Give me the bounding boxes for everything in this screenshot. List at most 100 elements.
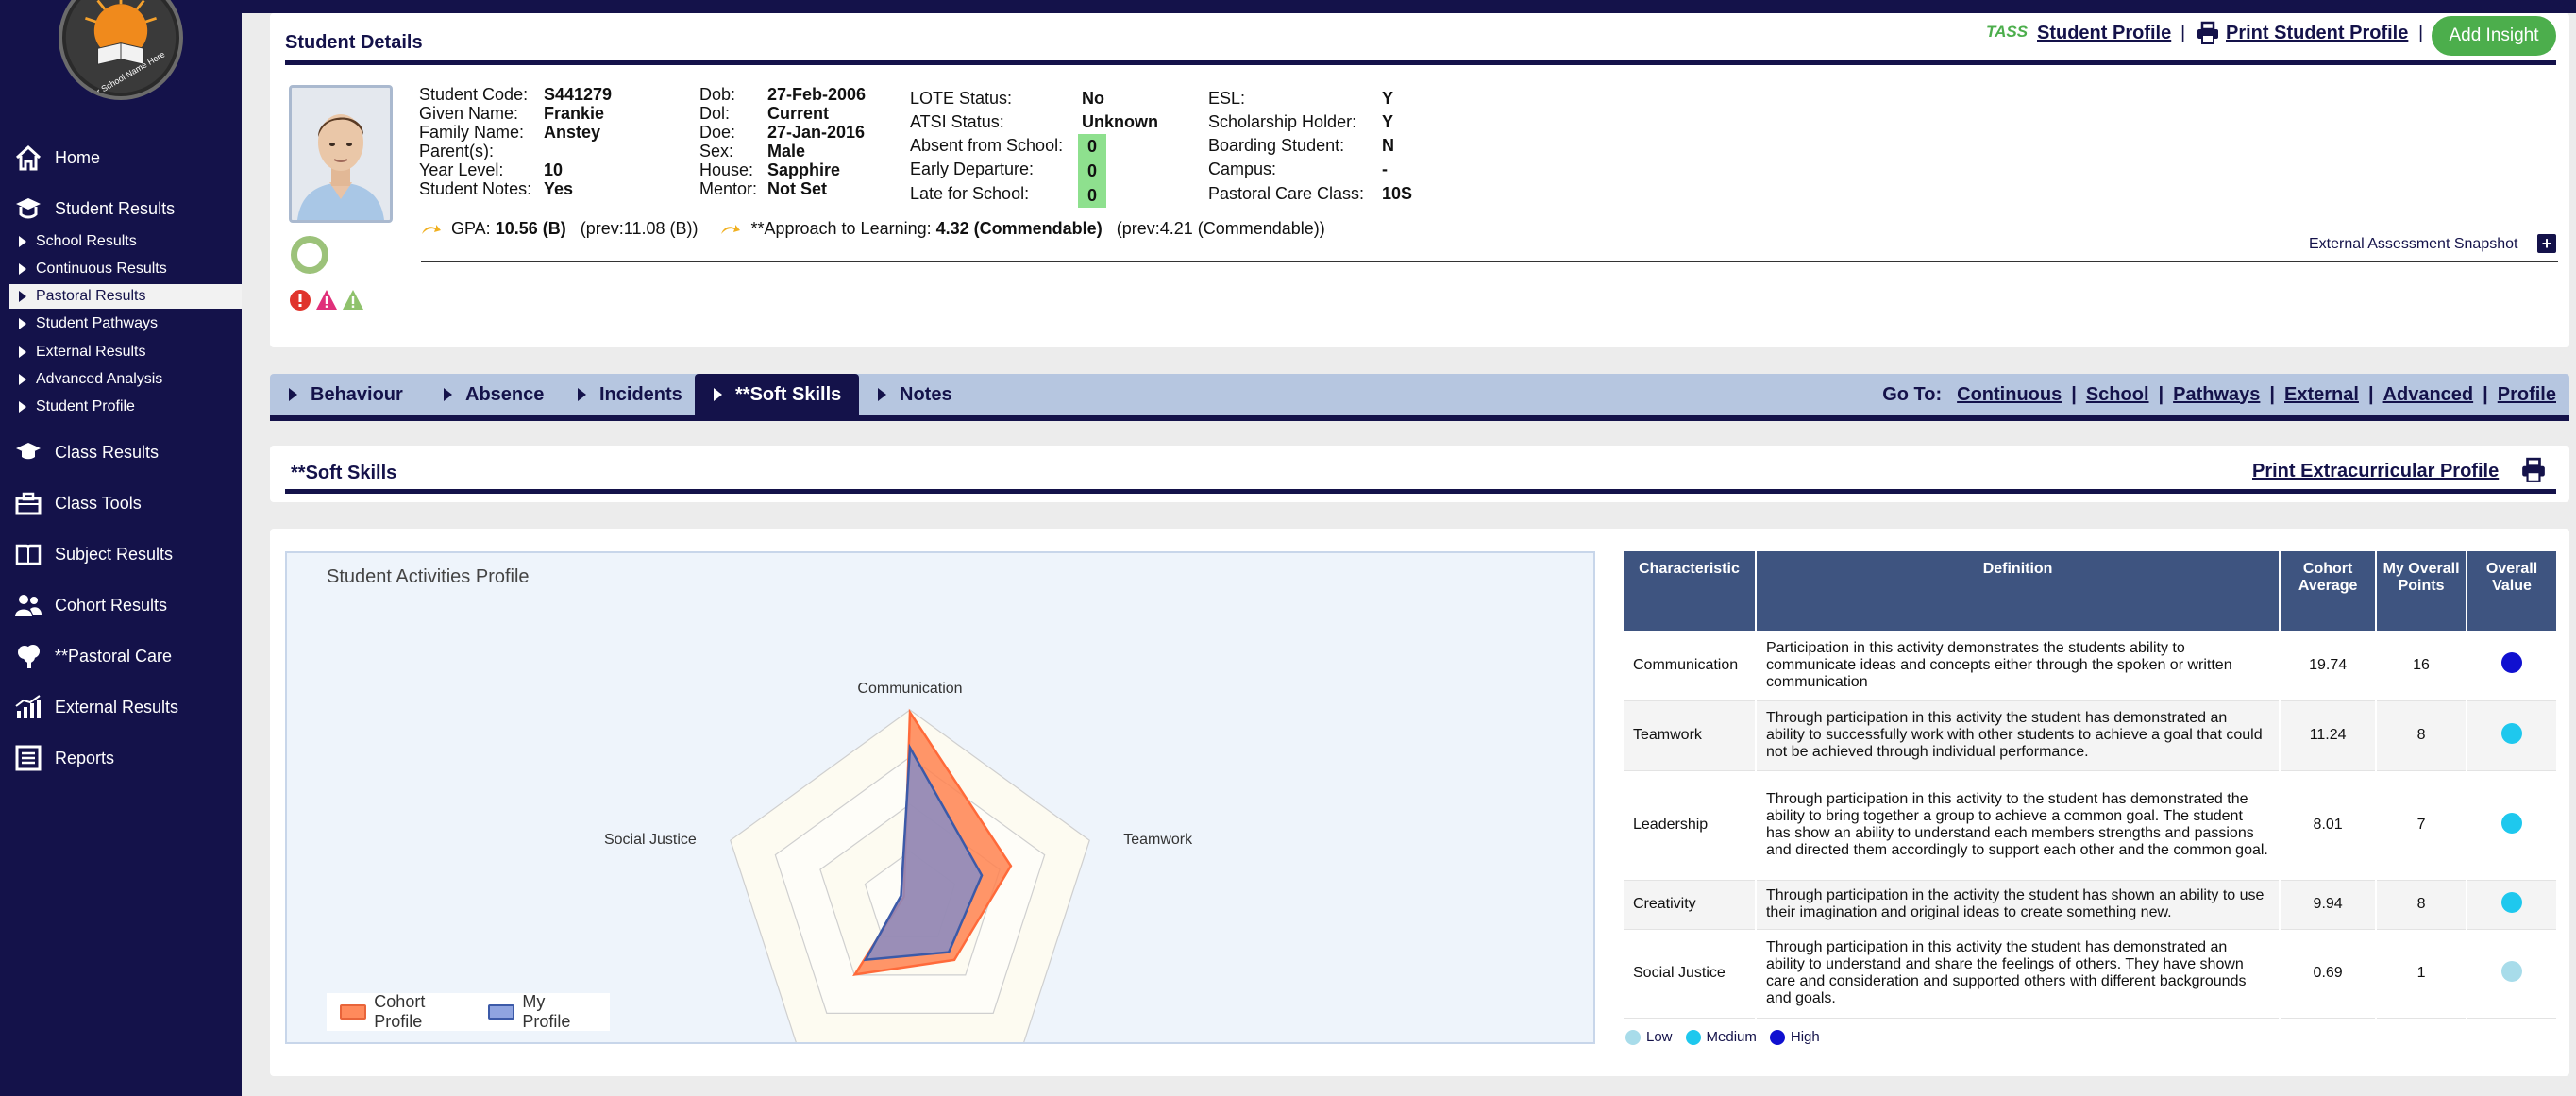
print-extracurricular-profile-link[interactable]: Print Extracurricular Profile bbox=[2252, 461, 2500, 481]
school-logo[interactable]: Your School Name Here bbox=[59, 0, 183, 100]
legend-item-my-profile[interactable]: My Profile bbox=[488, 992, 593, 1032]
value-dot-icon bbox=[2501, 722, 2523, 744]
printer-icon[interactable] bbox=[2520, 457, 2547, 488]
student-details-panel: Student Details TASS Student Profile | P… bbox=[270, 13, 2569, 347]
table-row: Teamwork Through participation in this ac… bbox=[1624, 700, 2558, 771]
field-value: 27-Feb-2006 bbox=[767, 85, 867, 104]
field-value: 10S bbox=[1382, 184, 1413, 203]
field-label: Family Name: bbox=[419, 123, 525, 142]
nav-reports[interactable]: Reports bbox=[13, 744, 114, 772]
cell-my-points: 16 bbox=[2376, 631, 2468, 701]
subnav-label: Continuous Results bbox=[36, 261, 167, 277]
field-value: Frankie bbox=[544, 104, 605, 123]
student-profile-link[interactable]: Student Profile bbox=[2037, 23, 2172, 43]
triangle-right-icon bbox=[19, 263, 26, 275]
radar-axis-label: Teamwork bbox=[1123, 832, 1193, 848]
subnav-label: Pastoral Results bbox=[36, 288, 146, 304]
cell-definition: Participation in this activity demonstra… bbox=[1755, 631, 2281, 701]
triangle-right-icon bbox=[19, 346, 26, 358]
nav-reports-label: Reports bbox=[55, 748, 115, 767]
th-characteristic: Characteristic bbox=[1624, 551, 1757, 631]
tab-soft-skills[interactable]: **Soft Skills bbox=[695, 374, 859, 415]
nav-subject-results[interactable]: Subject Results bbox=[13, 540, 173, 568]
table-row: Leadership Through participation in this … bbox=[1624, 770, 2558, 881]
goto-continuous-link[interactable]: Continuous bbox=[1957, 383, 2062, 405]
tab-behaviour[interactable]: Behaviour bbox=[270, 374, 420, 415]
nav-home[interactable]: Home bbox=[13, 143, 100, 172]
print-student-profile-link[interactable]: Print Student Profile bbox=[2226, 23, 2409, 43]
tab-incidents[interactable]: Incidents bbox=[559, 374, 699, 415]
soft-skills-title: **Soft Skills bbox=[291, 463, 397, 483]
tab-label: Behaviour bbox=[311, 383, 403, 405]
goto-pathways-link[interactable]: Pathways bbox=[2173, 383, 2261, 405]
subnav-pastoral-results[interactable]: Pastoral Results bbox=[9, 284, 242, 309]
radar-chart: CommunicationTeamworkLeadershipCreativit… bbox=[604, 681, 1193, 1042]
warning-pink-icon[interactable] bbox=[315, 289, 338, 316]
nav-external-results[interactable]: External Results bbox=[13, 693, 178, 721]
nav-class-tools-label: Class Tools bbox=[55, 493, 142, 513]
status-ring-icon[interactable] bbox=[291, 236, 328, 274]
field-label: LOTE Status: bbox=[910, 89, 1013, 108]
alert-circle-icon[interactable] bbox=[289, 289, 311, 316]
field-value: Current bbox=[767, 104, 830, 123]
early-departure-badge: 0 bbox=[1078, 159, 1106, 183]
cell-cohort-average: 19.74 bbox=[2280, 631, 2378, 701]
field-label: Mentor: bbox=[699, 179, 758, 198]
separator: | bbox=[2483, 383, 2488, 405]
nav-class-results-label: Class Results bbox=[55, 442, 160, 462]
gpa-line: GPA: 10.56 (B) (prev:11.08 (B)) **Approa… bbox=[421, 219, 1325, 239]
field-value: Male bbox=[767, 142, 806, 160]
top-bar bbox=[242, 0, 2576, 13]
field-value: N bbox=[1382, 136, 1394, 155]
report-icon bbox=[13, 744, 43, 772]
subnav-continuous-results[interactable]: Continuous Results bbox=[9, 257, 242, 281]
nav-pastoral-care[interactable]: **Pastoral Care bbox=[13, 642, 172, 670]
table-header-row: Characteristic Definition Cohort Average… bbox=[1624, 551, 2558, 631]
table-row: Social Justice Through participation in t… bbox=[1624, 929, 2558, 1019]
soft-skills-table: Characteristic Definition Cohort Average… bbox=[1624, 551, 2558, 1019]
add-insight-button[interactable]: Add Insight bbox=[2432, 16, 2556, 56]
tass-logo: TASS bbox=[1986, 23, 2029, 41]
soft-skills-header-panel: **Soft Skills Print Extracurricular Prof… bbox=[270, 446, 2569, 502]
expand-plus-icon[interactable]: + bbox=[2537, 234, 2556, 253]
goto-advanced-link[interactable]: Advanced bbox=[2382, 383, 2474, 405]
field-label: Dol: bbox=[699, 104, 731, 123]
external-assessment-snapshot-link[interactable]: External Assessment Snapshot bbox=[2309, 236, 2518, 252]
nav-class-tools[interactable]: Class Tools bbox=[13, 489, 142, 517]
th-my-overall-points: My Overall Points bbox=[2376, 551, 2468, 631]
warning-green-icon[interactable] bbox=[342, 289, 364, 316]
field-label: Year Level: bbox=[419, 160, 504, 179]
subnav-label: External Results bbox=[36, 344, 146, 360]
goto-external-link[interactable]: External bbox=[2284, 383, 2359, 405]
nav-cohort-results[interactable]: Cohort Results bbox=[13, 591, 167, 619]
cell-definition: Through participation in this activity t… bbox=[1755, 700, 2281, 771]
nav-student-results[interactable]: Student Results bbox=[13, 194, 175, 223]
graduation-cap-icon bbox=[13, 194, 43, 223]
title-rule bbox=[285, 489, 2556, 494]
field-label: Boarding Student: bbox=[1208, 136, 1345, 155]
tab-notes[interactable]: Notes bbox=[859, 374, 969, 415]
cell-cohort-average: 11.24 bbox=[2280, 700, 2378, 771]
subnav-student-profile[interactable]: Student Profile bbox=[9, 395, 242, 419]
subnav-label: Student Pathways bbox=[36, 315, 158, 331]
cell-overall-value bbox=[2467, 929, 2558, 1019]
field-value: 10 bbox=[544, 160, 564, 179]
low-dot-icon bbox=[1625, 1029, 1641, 1045]
subnav-student-pathways[interactable]: Student Pathways bbox=[9, 312, 242, 336]
subnav-external-results[interactable]: External Results bbox=[9, 340, 242, 364]
subnav-advanced-analysis[interactable]: Advanced Analysis bbox=[9, 367, 242, 392]
subnav-school-results[interactable]: School Results bbox=[9, 229, 242, 254]
triangle-right-icon bbox=[19, 318, 26, 329]
legend-label: High bbox=[1790, 1029, 1820, 1045]
legend-item-cohort[interactable]: Cohort Profile bbox=[340, 992, 471, 1032]
legend-label: My Profile bbox=[522, 992, 571, 1031]
student-details-title: Student Details bbox=[285, 32, 423, 53]
nav-class-results[interactable]: Class Results bbox=[13, 438, 159, 466]
printer-icon[interactable] bbox=[2196, 21, 2220, 50]
tab-absence[interactable]: Absence bbox=[425, 374, 561, 415]
goto-school-link[interactable]: School bbox=[2085, 383, 2149, 405]
goto-profile-link[interactable]: Profile bbox=[2497, 383, 2556, 405]
legend-swatch bbox=[340, 1004, 367, 1020]
triangle-right-icon bbox=[19, 374, 26, 385]
cell-definition: Through participation in this activity t… bbox=[1755, 929, 2281, 1019]
